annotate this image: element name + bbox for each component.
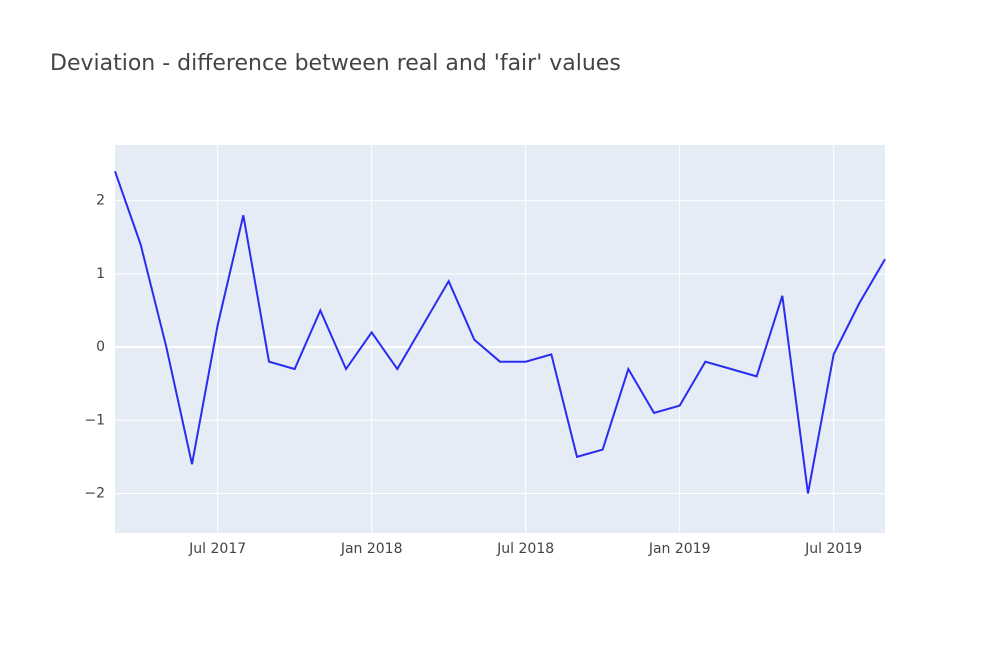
line-series <box>114 171 886 494</box>
y-tick-label: −2 <box>84 485 105 501</box>
x-tick-label: Jul 2017 <box>188 541 246 557</box>
plot-area <box>115 145 885 533</box>
x-tick-label: Jul 2019 <box>804 541 862 557</box>
x-tick-label: Jul 2018 <box>496 541 554 557</box>
y-tick-label: −1 <box>84 412 105 428</box>
y-tick-label: 0 <box>96 339 105 355</box>
chart-title: Deviation - difference between real and … <box>50 51 621 76</box>
x-tick-label: Jan 2018 <box>340 541 403 557</box>
y-tick-label: 1 <box>96 266 105 282</box>
y-tick-label: 2 <box>96 193 105 209</box>
x-tick-label: Jan 2019 <box>648 541 711 557</box>
